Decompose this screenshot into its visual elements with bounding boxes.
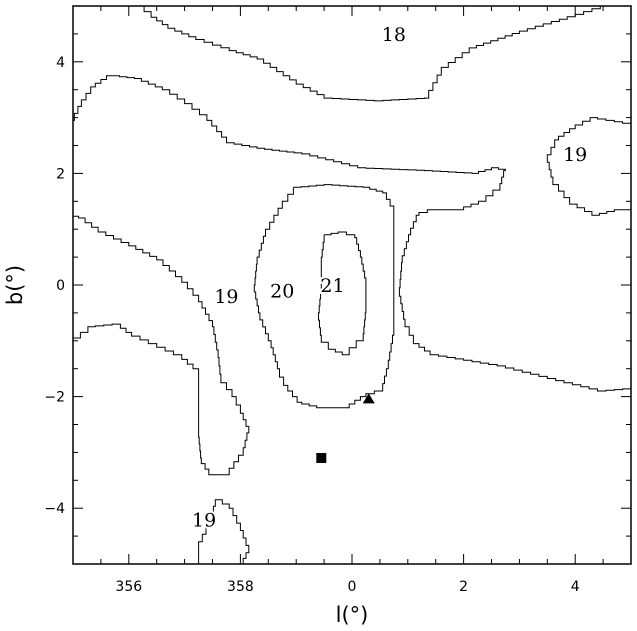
contour-label: 19 xyxy=(192,509,216,531)
contour-lines xyxy=(73,6,631,564)
y-axis-label: b(°) xyxy=(3,265,27,305)
plot-frame xyxy=(72,5,632,565)
contour-line-19-upper-right-part xyxy=(112,75,631,392)
contour-label-halo: 19 xyxy=(563,144,587,166)
triangle-marker xyxy=(362,393,375,404)
contour-label: 18 xyxy=(382,24,406,46)
contour-label: 19 xyxy=(214,286,238,308)
contour-line-18-upper xyxy=(137,6,601,102)
contour-line-21 xyxy=(318,231,367,356)
contour-label-halo: 20 xyxy=(270,281,294,303)
y-tick-label: 0 xyxy=(56,278,65,294)
contour-label: 19 xyxy=(563,144,587,166)
y-tick-label: −4 xyxy=(44,501,65,517)
x-tick-label: 2 xyxy=(459,579,468,595)
contour-label-halo: 19 xyxy=(214,286,238,308)
contour-label: 20 xyxy=(270,281,294,303)
x-tick-label: 4 xyxy=(571,579,580,595)
contour-label-halo: 19 xyxy=(192,509,216,531)
x-tick-label: 0 xyxy=(348,579,357,595)
contour-label-halo: 21 xyxy=(320,275,344,297)
contour-line-19-right xyxy=(546,117,631,216)
contour-label-halo: 18 xyxy=(382,24,406,46)
y-tick-label: 4 xyxy=(56,55,65,71)
markers-group xyxy=(316,393,375,463)
x-tick-label: 358 xyxy=(227,579,254,595)
x-tick-label: 356 xyxy=(115,579,142,595)
x-axis-label: l(°) xyxy=(336,603,369,627)
tick-labels: 356 358 0 2 4 −4 −2 0 2 4 xyxy=(44,55,579,595)
contour-line-19-bottom xyxy=(198,499,250,564)
y-tick-label: 2 xyxy=(56,166,65,182)
contour-line-19-upper-band xyxy=(73,75,250,476)
contour-label: 21 xyxy=(320,275,344,297)
y-tick-label: −2 xyxy=(44,390,65,406)
contour-line-20 xyxy=(253,184,395,409)
axis-ticks xyxy=(72,5,632,565)
square-marker xyxy=(316,452,327,463)
